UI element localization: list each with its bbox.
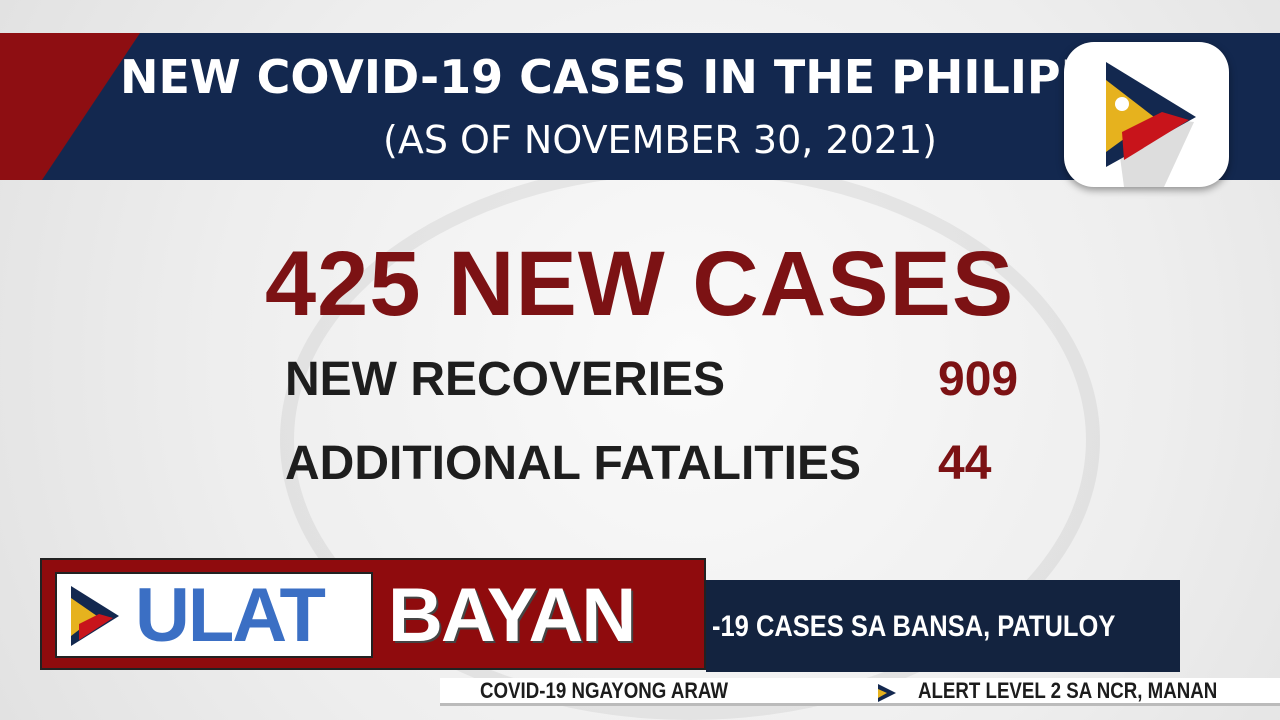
new-cases-count: 425 NEW CASES bbox=[265, 233, 1015, 335]
recoveries-value: 909 bbox=[938, 353, 1019, 406]
fatalities-label: ADDITIONAL FATALITIES bbox=[285, 437, 861, 490]
ptv-arrow-icon bbox=[878, 684, 896, 702]
ticker-item: ALERT LEVEL 2 SA NCR, MANAN bbox=[918, 678, 1218, 703]
headline-panel bbox=[706, 580, 1180, 672]
recoveries-label: NEW RECOVERIES bbox=[285, 353, 726, 406]
ptv-logo-icon bbox=[1064, 42, 1229, 187]
ticker-item: COVID-19 NGAYONG ARAW bbox=[480, 678, 728, 703]
show-logo-white-box bbox=[55, 572, 373, 658]
show-name-ulat: ULAT bbox=[135, 573, 326, 658]
page-subtitle: (AS OF NOVEMBER 30, 2021) bbox=[383, 118, 937, 162]
ptv-arrow-icon bbox=[71, 586, 119, 646]
news-ticker bbox=[440, 678, 1280, 706]
page-title: NEW COVID-19 CASES IN THE PHILIPPINES bbox=[120, 50, 1120, 104]
show-name-bayan: BAYAN bbox=[388, 573, 636, 658]
headline-text: -19 CASES SA BANSA, PATULOY bbox=[712, 610, 1116, 643]
fatalities-value: 44 bbox=[938, 437, 992, 490]
